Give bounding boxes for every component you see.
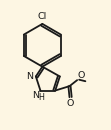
Text: N: N bbox=[26, 72, 33, 81]
Text: N: N bbox=[32, 91, 39, 100]
Text: O: O bbox=[77, 71, 85, 80]
Text: Cl: Cl bbox=[38, 12, 47, 21]
Text: O: O bbox=[67, 99, 74, 108]
Text: H: H bbox=[38, 93, 44, 102]
